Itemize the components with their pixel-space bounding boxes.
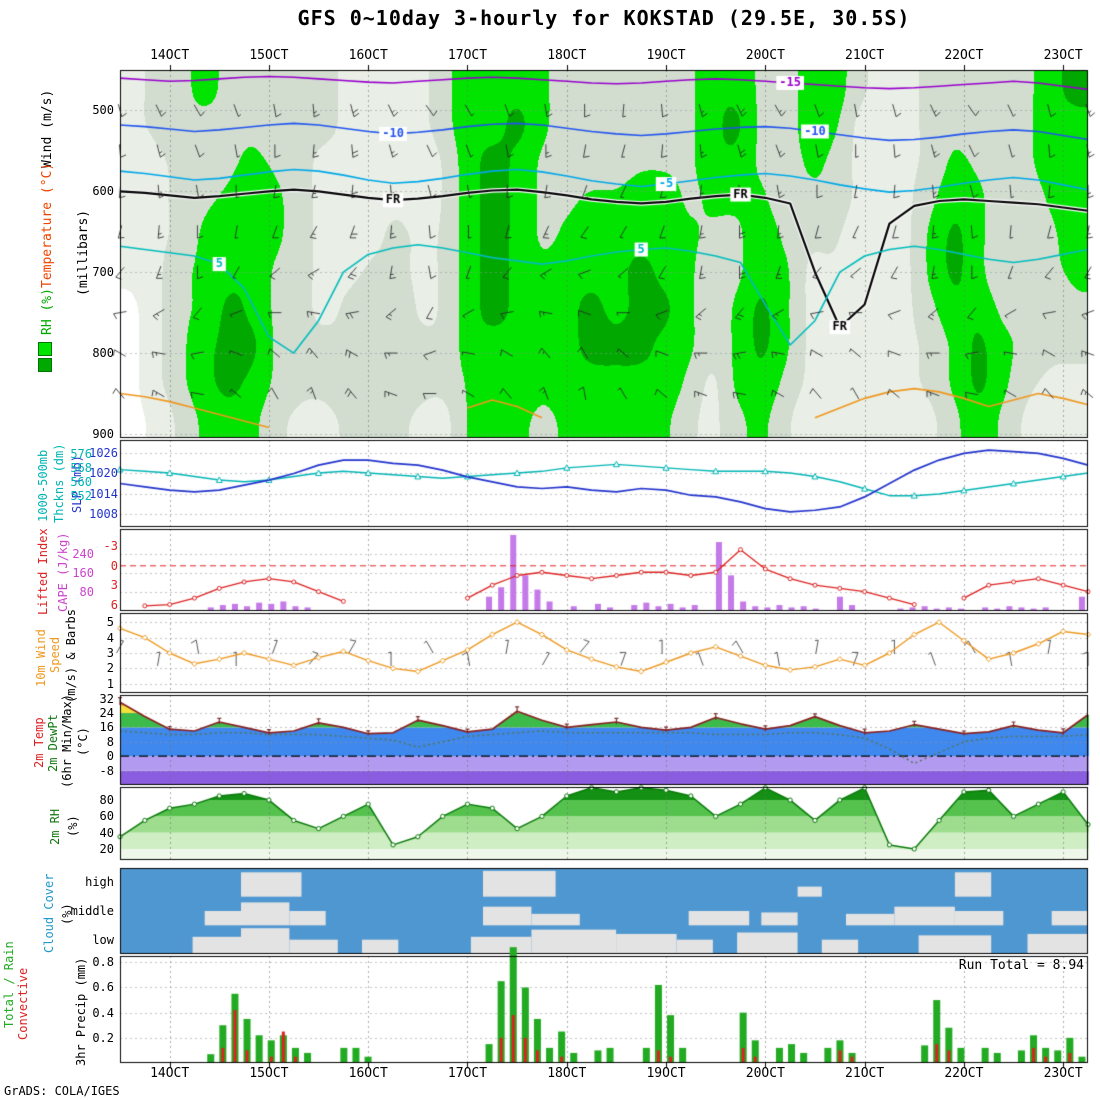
- date-label-top: 18OCT: [547, 48, 587, 63]
- slp-tick: 1026: [89, 446, 118, 461]
- wind-speed-tick: 5: [106, 615, 114, 630]
- date-label-bottom: 20OCT: [745, 1066, 785, 1081]
- rh-tick: 20: [99, 841, 114, 856]
- date-label-top: 21OCT: [845, 48, 885, 63]
- axis-label-2m-temp: 2m Temp: [32, 717, 46, 768]
- page-title: GFS 0~10day 3-hourly for KOKSTAD (29.5E,…: [297, 6, 911, 30]
- axis-label-barbs: (m/s) & Barbs: [64, 609, 78, 703]
- date-label-bottom: 19OCT: [646, 1066, 686, 1081]
- axis-label-lifted-index: Lifted Index: [36, 528, 50, 615]
- rh-legend-swatch-dark: [38, 358, 52, 372]
- pressure-tick: 500: [92, 103, 114, 118]
- date-label-bottom: 14OCT: [150, 1066, 190, 1081]
- cape-tick: 80: [79, 584, 94, 599]
- rh-legend-swatch-bright: [38, 342, 52, 356]
- slp-tick: 1008: [89, 506, 118, 521]
- pressure-tick: 900: [92, 426, 114, 441]
- thickness-tick: 576: [70, 446, 92, 461]
- date-label-top: 23OCT: [1043, 48, 1083, 63]
- cloud-row-label: low: [92, 932, 114, 947]
- date-label-top: 20OCT: [745, 48, 785, 63]
- thickness-tick: 552: [70, 488, 92, 503]
- rh-tick: 40: [99, 825, 114, 840]
- axis-label-convective: Convective: [16, 967, 30, 1040]
- temp-tick: 24: [99, 706, 114, 720]
- date-label-top: 17OCT: [447, 48, 488, 63]
- temp-tick: 16: [99, 720, 114, 735]
- axis-label-3hr-precip: 3hr Precip (mm): [74, 957, 88, 1066]
- axis-label-temperature: Temperature (°C): [40, 162, 55, 288]
- axis-label-wind: Wind (m/s): [40, 89, 55, 168]
- lifted-index-tick: 0: [110, 558, 118, 573]
- axis-label-total-rain: Total / Rain: [2, 941, 16, 1028]
- pressure-tick: 700: [92, 265, 114, 280]
- date-label-top: 19OCT: [646, 48, 686, 63]
- precip-tick: 0.8: [92, 955, 114, 970]
- cape-tick: 160: [72, 565, 94, 580]
- date-label-top: 14OCT: [150, 48, 190, 63]
- axis-label-thickness-1: 1000-500mb: [36, 449, 50, 522]
- axis-label-2m-rh: 2m RH: [48, 808, 62, 845]
- temp-tick: 32: [99, 691, 114, 706]
- precip-tick: 0.6: [92, 980, 114, 995]
- cloud-row-label: middle: [70, 904, 114, 918]
- axis-label-degc: (°C): [76, 727, 90, 756]
- temp-tick: -8: [99, 763, 114, 778]
- precip-tick: 0.2: [92, 1030, 114, 1045]
- date-label-top: 15OCT: [249, 48, 289, 63]
- precip-tick: 0.4: [92, 1005, 114, 1020]
- axis-label-minmax: (6hr Min/Max): [60, 694, 74, 788]
- date-label-top: 16OCT: [348, 48, 388, 63]
- rh-tick: 80: [99, 793, 114, 808]
- lifted-index-tick: 3: [110, 578, 118, 593]
- lifted-index-tick: -3: [103, 539, 118, 554]
- axis-label-cloud-cover: Cloud Cover: [42, 873, 56, 953]
- date-label-bottom: 22OCT: [944, 1066, 984, 1081]
- date-label-bottom: 18OCT: [547, 1066, 587, 1081]
- cape-tick: 240: [72, 546, 94, 561]
- axis-label-rh: RH (%): [40, 288, 55, 335]
- wind-speed-tick: 3: [106, 646, 114, 660]
- slp-tick: 1014: [89, 486, 118, 501]
- slp-tick: 1020: [89, 466, 118, 481]
- lifted-index-tick: 6: [110, 597, 118, 612]
- thickness-tick: 568: [70, 460, 92, 475]
- date-label-bottom: 16OCT: [348, 1066, 388, 1081]
- cloud-row-label: high: [85, 875, 114, 890]
- axis-label-2m-dewpt: 2m DewPt: [46, 714, 60, 772]
- rh-tick: 60: [99, 809, 114, 824]
- run-total-label: Run Total = 8.94: [958, 958, 1084, 973]
- grads-credit: GrADS: COLA/IGES: [4, 1084, 120, 1098]
- axis-label-10m-wind: 10m Wind: [34, 629, 48, 687]
- temp-tick: 0: [106, 749, 114, 764]
- wind-speed-tick: 2: [106, 661, 114, 676]
- axis-label-thickness-2: Thckns (dm): [52, 443, 66, 523]
- pressure-tick: 800: [92, 346, 114, 361]
- wind-speed-tick: 1: [106, 676, 114, 691]
- pressure-tick: 600: [92, 184, 114, 199]
- date-label-bottom: 21OCT: [845, 1066, 885, 1081]
- date-label-bottom: 23OCT: [1043, 1066, 1083, 1081]
- axis-label-rh-pct: (%): [66, 815, 80, 837]
- axis-label-millibars: (millibars): [76, 209, 91, 296]
- thickness-tick: 560: [70, 474, 92, 489]
- axis-label-10m-speed: Speed: [48, 636, 62, 673]
- date-label-bottom: 15OCT: [249, 1066, 289, 1081]
- date-label-top: 22OCT: [944, 48, 984, 63]
- axis-label-cape: CAPE (J/kg): [56, 532, 70, 612]
- temp-tick: 8: [106, 734, 114, 749]
- wind-speed-tick: 4: [106, 630, 114, 645]
- date-label-bottom: 17OCT: [447, 1066, 488, 1081]
